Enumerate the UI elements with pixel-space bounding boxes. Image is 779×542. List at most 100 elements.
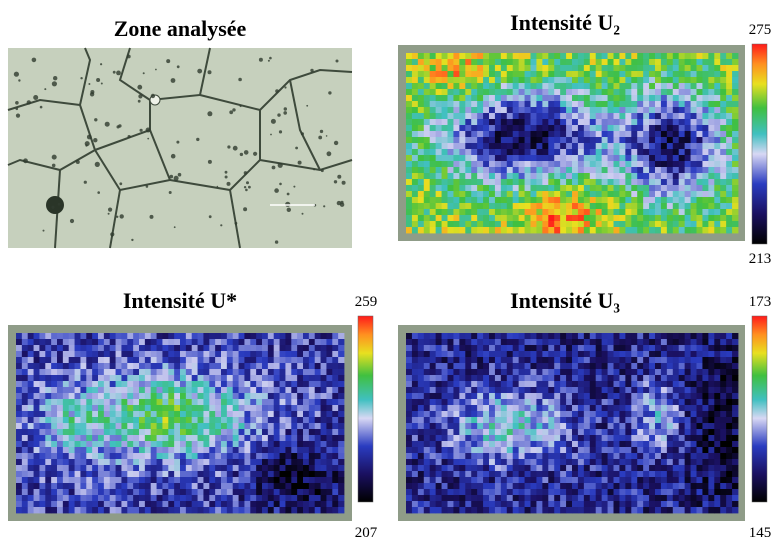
pixel xyxy=(471,125,478,132)
pixel xyxy=(238,351,245,358)
pixel xyxy=(483,167,490,174)
pixel xyxy=(483,483,490,490)
pixel xyxy=(291,453,298,460)
pixel xyxy=(435,215,442,222)
pit xyxy=(137,84,143,90)
pixel xyxy=(518,209,525,216)
pixel xyxy=(512,369,520,376)
pixel xyxy=(708,89,715,96)
pixel xyxy=(708,161,715,168)
pixel xyxy=(494,363,502,370)
pixel xyxy=(256,363,263,370)
pixel xyxy=(554,221,561,228)
pixel xyxy=(660,143,668,150)
pixel xyxy=(435,333,442,340)
pixel xyxy=(267,465,275,472)
pixel xyxy=(144,507,152,514)
pixel xyxy=(453,167,460,174)
pixel xyxy=(180,501,187,508)
pixel xyxy=(577,131,585,138)
pixel xyxy=(215,357,222,364)
pixel xyxy=(690,417,697,424)
pixel xyxy=(655,227,662,234)
pixel xyxy=(267,507,275,514)
pixel xyxy=(441,477,448,484)
pixel xyxy=(16,507,23,514)
pixel xyxy=(732,477,739,484)
pixel xyxy=(80,411,87,418)
pit xyxy=(100,63,103,66)
pixel xyxy=(103,399,111,406)
pixel xyxy=(649,197,656,204)
pixel xyxy=(625,53,632,60)
pixel xyxy=(684,399,691,406)
pixel xyxy=(39,339,46,346)
pit xyxy=(248,185,251,189)
pixel xyxy=(726,363,733,370)
pixel xyxy=(57,339,64,346)
pixel xyxy=(666,471,674,478)
pixel xyxy=(512,447,520,454)
pixel xyxy=(98,465,105,472)
pixel xyxy=(637,459,644,466)
pixel xyxy=(666,369,674,376)
pit xyxy=(306,104,309,107)
pixel xyxy=(655,375,662,382)
pixel xyxy=(180,423,187,430)
pixel xyxy=(103,333,111,340)
pixel xyxy=(660,215,668,222)
pixel xyxy=(221,411,228,418)
pixel xyxy=(607,435,614,442)
pixel xyxy=(244,483,251,490)
pixel xyxy=(726,197,733,204)
pixel xyxy=(613,393,620,400)
pixel xyxy=(554,107,561,114)
pixel xyxy=(429,125,437,132)
pixel xyxy=(279,339,286,346)
pixel xyxy=(512,471,520,478)
pixel xyxy=(406,149,413,156)
pixel xyxy=(121,405,128,412)
pixel xyxy=(696,119,703,126)
pixel xyxy=(524,221,531,228)
pixel xyxy=(250,483,257,490)
pixel xyxy=(512,411,520,418)
pixel xyxy=(80,381,87,388)
pixel xyxy=(530,477,537,484)
pixel xyxy=(577,477,585,484)
pixel xyxy=(139,411,146,418)
pixel xyxy=(649,477,656,484)
pixel xyxy=(483,65,490,72)
pixel xyxy=(500,167,508,174)
pixel xyxy=(127,435,134,442)
pixel xyxy=(435,345,442,352)
pixel xyxy=(690,363,697,370)
pixel xyxy=(332,363,339,370)
pixel xyxy=(314,465,321,472)
pixel xyxy=(411,435,419,442)
pixel xyxy=(256,339,263,346)
pixel xyxy=(68,429,75,436)
pixel xyxy=(86,423,93,430)
pixel xyxy=(536,393,543,400)
pixel xyxy=(678,215,686,222)
pixel xyxy=(483,119,490,126)
pixel xyxy=(21,453,29,460)
pixel xyxy=(530,351,537,358)
pixel xyxy=(250,363,257,370)
pixel xyxy=(625,411,632,418)
pixel xyxy=(262,351,269,358)
pixel xyxy=(185,471,193,478)
pixel xyxy=(250,471,257,478)
pixel xyxy=(589,375,597,382)
pixel xyxy=(708,477,715,484)
pixel xyxy=(660,113,668,120)
pixel xyxy=(494,483,502,490)
pixel xyxy=(714,77,721,84)
pixel xyxy=(637,417,644,424)
pixel xyxy=(560,77,567,84)
pixel xyxy=(16,411,23,418)
pixel xyxy=(530,429,537,436)
pixel xyxy=(215,441,222,448)
pixel xyxy=(607,375,614,382)
